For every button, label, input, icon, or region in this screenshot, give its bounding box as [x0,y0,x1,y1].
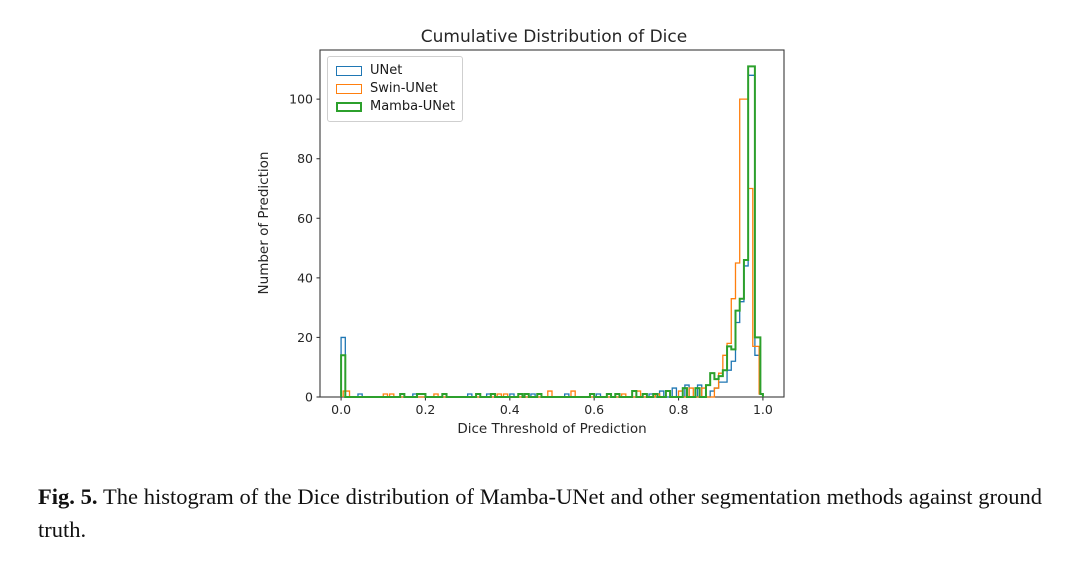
mamba-unet-color-patch [336,102,362,112]
y-tick-label: 40 [297,270,313,285]
histogram-chart: Cumulative Distribution of Dice Number o… [256,27,785,437]
figure-caption-text: The histogram of the Dice distribution o… [38,484,1042,542]
legend-label-mamba-unet: Mamba-UNet [370,99,456,114]
x-axis-label: Dice Threshold of Prediction [457,421,646,437]
series-unet [340,74,764,398]
series-mamba-unet [340,65,764,398]
x-tick-label: 1.0 [753,402,773,417]
legend-item-unet: UNet [336,62,454,80]
y-tick-label: 0 [305,390,313,405]
figure-caption-tag: Fig. 5. [38,484,98,509]
legend-label-swin-unet: Swin-UNet [370,81,438,96]
legend-item-swin-unet: Swin-UNet [336,80,454,98]
y-tick-label: 80 [297,151,313,166]
x-tick-label: 0.6 [584,402,604,417]
chart-legend: UNet Swin-UNet Mamba-UNet [327,56,463,122]
legend-item-mamba-unet: Mamba-UNet [336,98,456,116]
x-tick-label: 0.4 [500,402,520,417]
swin-unet-color-patch [336,84,362,94]
legend-label-unet: UNet [370,63,403,78]
series-swin-unet [342,98,764,398]
chart-title: Cumulative Distribution of Dice [421,27,687,47]
unet-color-patch [336,66,362,76]
x-tick-label: 0.8 [669,402,689,417]
figure-caption: Fig. 5. The histogram of the Dice distri… [38,480,1042,546]
y-tick-label: 100 [289,92,313,107]
ticks-layer: 0 20 40 60 80 100 0.0 0.2 0.4 0.6 0.8 1.0 [289,92,773,417]
y-tick-label: 60 [297,211,313,226]
x-tick-label: 0.0 [331,402,351,417]
y-tick-label: 20 [297,330,313,345]
series-layer [340,65,764,398]
y-axis-label: Number of Prediction [256,152,272,295]
x-tick-label: 0.2 [416,402,436,417]
